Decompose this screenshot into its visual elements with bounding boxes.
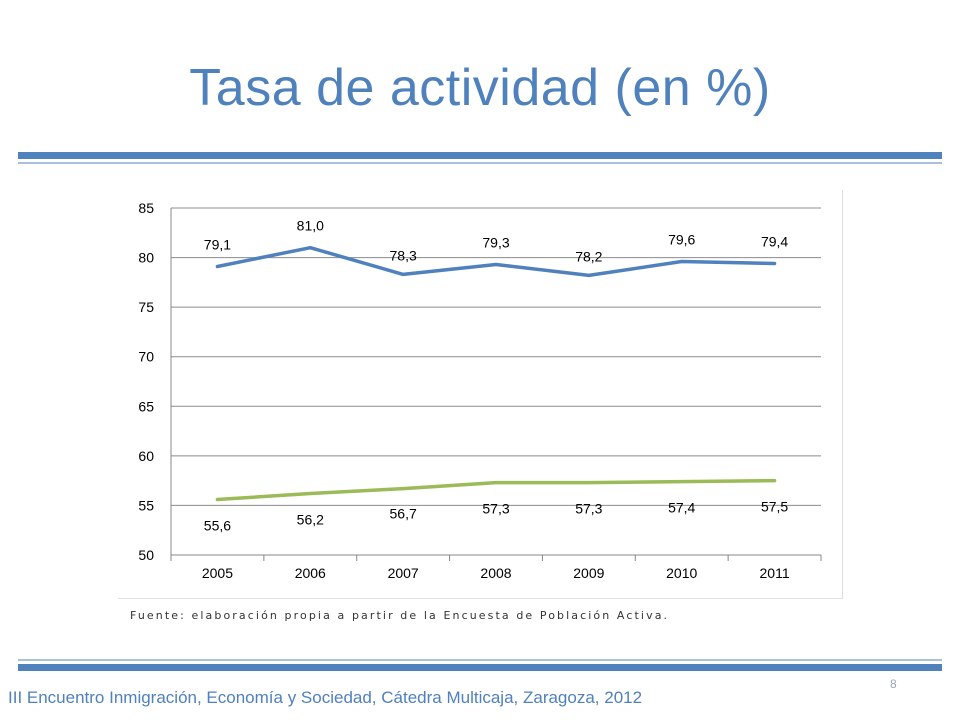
x-tick-label: 2009	[573, 565, 604, 581]
y-tick-label: 85	[138, 200, 154, 216]
x-tick-label: 2007	[388, 565, 419, 581]
y-tick-label: 65	[138, 398, 154, 414]
y-tick-label: 70	[138, 349, 154, 365]
data-point	[680, 260, 684, 264]
data-point	[494, 481, 498, 485]
data-point	[494, 263, 498, 267]
y-tick-label: 50	[138, 547, 154, 563]
data-label: 57,3	[575, 501, 602, 517]
y-tick-label: 55	[138, 497, 154, 513]
data-label: 55,6	[204, 517, 231, 533]
x-tick-label: 2005	[202, 565, 233, 581]
y-tick-label: 60	[138, 448, 154, 464]
data-label: 81,0	[297, 218, 324, 234]
data-label: 79,1	[204, 236, 231, 252]
top-divider	[18, 152, 942, 164]
line-chart: 85 80 75 70 65 60 55 50 2005 2006 2007 2008 2009 2010…	[138, 200, 822, 581]
footer-text: III Encuentro Inmigración, Economía y So…	[8, 688, 643, 707]
data-label: 56,7	[390, 506, 417, 522]
y-tick-label: 80	[138, 250, 154, 266]
data-point	[680, 480, 684, 484]
x-tick-label: 2011	[760, 565, 790, 581]
chart-source-note: Fuente: elaboración propia a partir de l…	[130, 609, 670, 622]
data-point	[587, 481, 591, 485]
x-tick-label: 2010	[666, 565, 697, 581]
page-number: 8	[890, 677, 897, 691]
data-point	[587, 273, 591, 277]
data-label: 79,4	[761, 234, 788, 250]
data-label: 57,5	[761, 499, 788, 515]
data-label: 78,3	[390, 247, 417, 263]
data-point	[308, 246, 312, 250]
data-label: 79,3	[482, 235, 509, 251]
x-tick-label: 2006	[295, 565, 326, 581]
data-point	[773, 262, 777, 266]
data-point	[308, 492, 312, 496]
data-label: 57,4	[668, 500, 695, 516]
data-label: 56,2	[297, 512, 324, 528]
slide-title: Tasa de actividad (en %)	[189, 59, 771, 117]
data-point	[215, 497, 219, 501]
data-label: 79,6	[668, 232, 695, 248]
data-point	[773, 479, 777, 483]
x-tick-label: 2008	[480, 565, 511, 581]
data-label: 57,3	[482, 501, 509, 517]
data-point	[401, 487, 405, 491]
data-point	[401, 272, 405, 276]
series-line-1	[215, 245, 777, 278]
data-label: 78,2	[575, 248, 602, 264]
y-tick-label: 75	[138, 299, 154, 315]
data-point	[215, 264, 219, 268]
bottom-divider	[18, 659, 942, 671]
chart-area: 85 80 75 70 65 60 55 50 2005 2006 2007 2008 2009 2010…	[118, 190, 843, 599]
